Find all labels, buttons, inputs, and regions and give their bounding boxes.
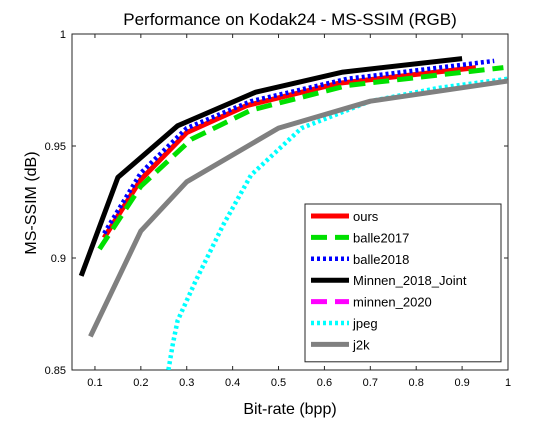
axis-ticks: 0.1 0.2 0.3 0.4 0.5 0.6 0.7 0.8 0.9 1 0.85 0.9 0.95 1 (45, 29, 511, 389)
x-axis-label: Bit-rate (bpp) (243, 401, 336, 418)
legend-box (304, 203, 502, 363)
series-line-balle2017 (97, 65, 504, 251)
series-line-balle2018 (102, 58, 495, 235)
x-tick-label: 0.4 (225, 377, 240, 389)
y-axis-label: MS-SSIM (dB) (23, 151, 40, 254)
x-tick-label: 0.3 (179, 377, 194, 389)
series-line-ours (101, 65, 477, 240)
legend-label: jpeg (352, 316, 378, 331)
series-lines (78, 56, 508, 370)
series-line-j2k (88, 78, 508, 338)
x-tick-label: 0.6 (317, 377, 332, 389)
x-tick-label: 0.5 (271, 377, 286, 389)
x-tick-label: 0.1 (87, 377, 102, 389)
legend-label: minnen_2020 (353, 295, 432, 310)
legend-label: j2k (352, 337, 370, 352)
y-tick-label: 0.9 (51, 253, 66, 265)
chart-title: Performance on Kodak24 - MS-SSIM (RGB) (123, 10, 457, 29)
x-tick-label: 0.2 (133, 377, 148, 389)
legend-label: balle2017 (353, 230, 409, 245)
legend-label: balle2018 (353, 252, 409, 267)
x-tick-label: 1 (505, 377, 511, 389)
x-tick-label: 0.7 (363, 377, 378, 389)
x-tick-label: 0.8 (409, 377, 424, 389)
y-tick-label: 0.95 (45, 141, 66, 153)
series-line-minnen-2018-joint (78, 56, 463, 277)
x-tick-label: 0.9 (454, 377, 469, 389)
y-tick-label: 1 (60, 29, 66, 41)
legend-label: Minnen_2018_Joint (353, 273, 467, 288)
legend-label: ours (353, 209, 379, 224)
y-tick-label: 0.85 (45, 365, 66, 377)
legend: ours balle2017 balle2018 Minnen_2018_Jointm… (304, 203, 502, 363)
